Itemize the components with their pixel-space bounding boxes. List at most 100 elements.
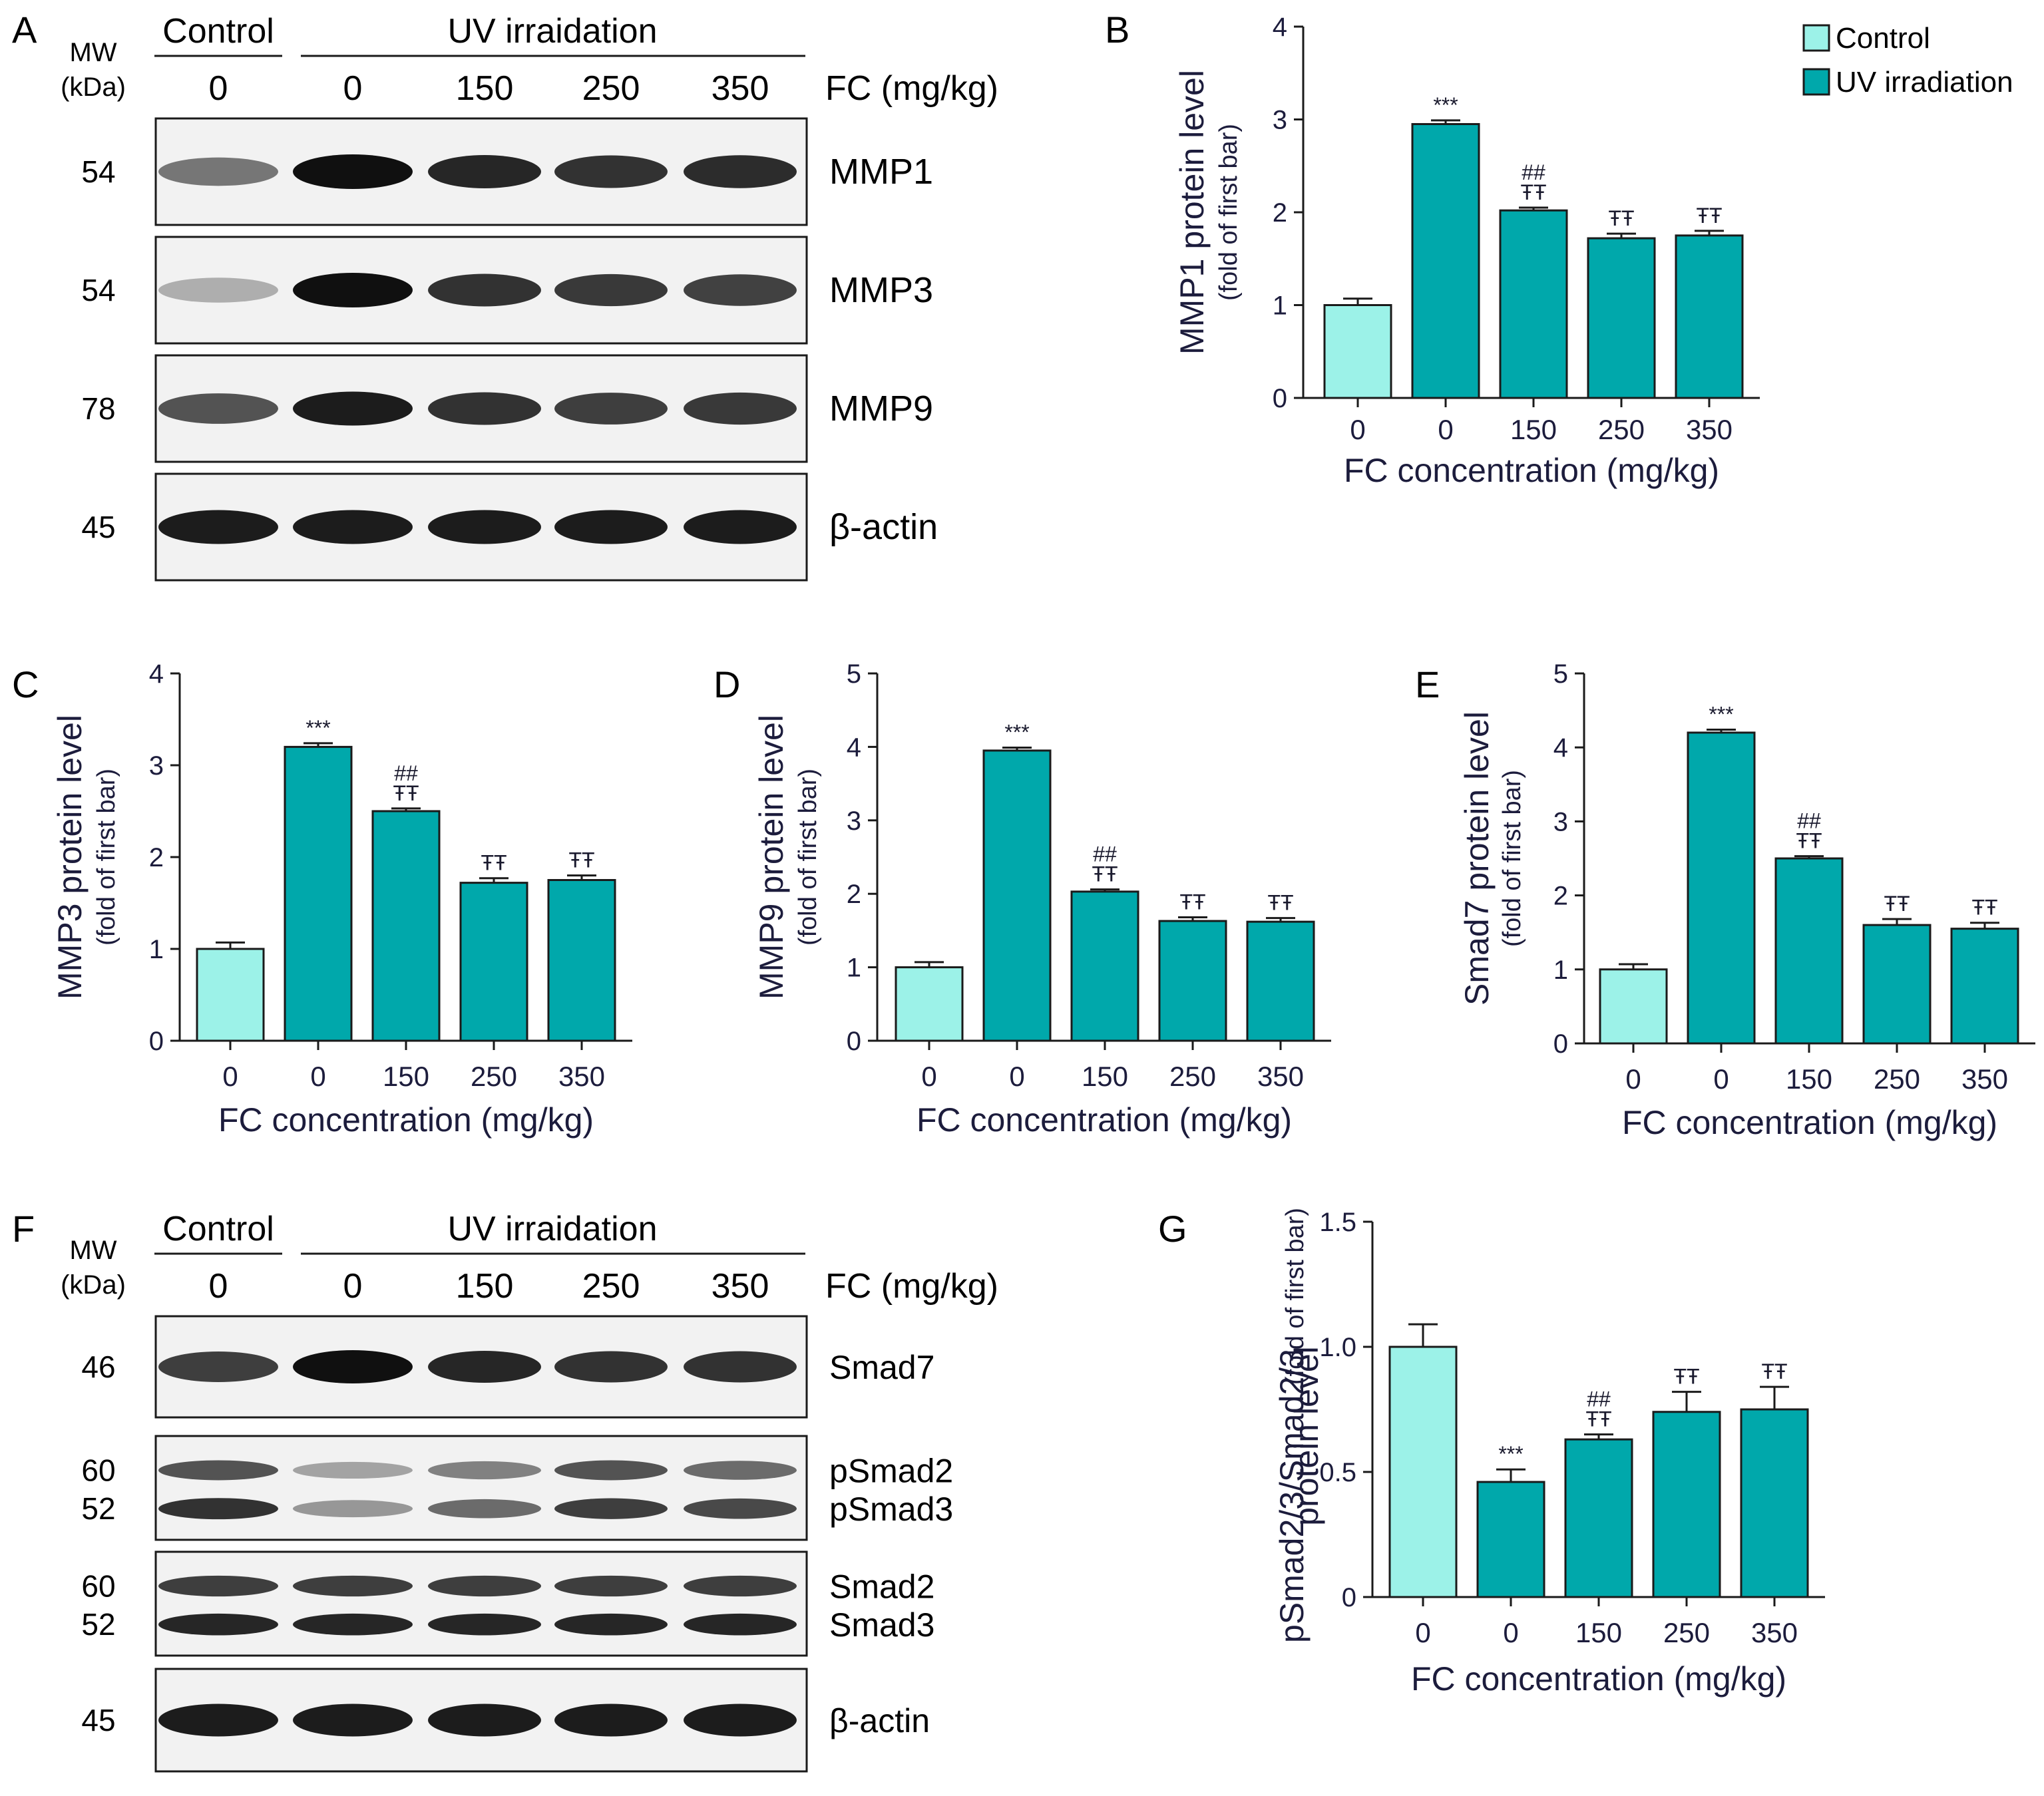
y-tick-label: 4 bbox=[149, 659, 164, 689]
blot-band bbox=[428, 392, 541, 425]
blot-protein-label: pSmad2 bbox=[829, 1452, 953, 1489]
bar bbox=[1411, 122, 1480, 399]
significance-mark: ŦŦ bbox=[1761, 1359, 1787, 1383]
blot-a-row: 54 MMP1 bbox=[81, 117, 933, 226]
blot-band bbox=[293, 391, 413, 426]
y-tick-label: 3 bbox=[1553, 807, 1568, 836]
bar bbox=[1862, 924, 1932, 1045]
significance-mark: *** bbox=[1709, 703, 1733, 727]
y-tick-label: 1 bbox=[149, 935, 164, 964]
blot-band bbox=[554, 1351, 668, 1383]
blot-protein-label: Smad3 bbox=[829, 1606, 934, 1644]
blot-band bbox=[554, 1498, 668, 1519]
significance-mark: ŦŦ bbox=[1673, 1365, 1699, 1389]
significance-mark: ŦŦ bbox=[1179, 890, 1205, 914]
blot-f-row: 45 β-actin bbox=[81, 1668, 930, 1773]
x-tick-label: 0 bbox=[1503, 1617, 1518, 1648]
dose-label: 0 bbox=[209, 69, 228, 108]
x-tick-label: 350 bbox=[1686, 414, 1733, 445]
significance-mark: ŦŦ bbox=[1971, 896, 1997, 920]
bar bbox=[1950, 928, 2019, 1045]
panel-letter-d: D bbox=[714, 663, 740, 705]
blot-a-uv-header: UV irraidation bbox=[447, 12, 657, 51]
dose-label: 250 bbox=[582, 1267, 640, 1306]
dose-label: 150 bbox=[456, 1267, 514, 1306]
blot-f-mw-title: MW bbox=[69, 1236, 116, 1265]
x-tick-label: 150 bbox=[1082, 1061, 1128, 1092]
y-axis-title: Smad7 protein level bbox=[1458, 711, 1496, 1005]
blot-a-row: 45 β-actin bbox=[81, 472, 938, 582]
dose-label: 250 bbox=[582, 69, 640, 108]
blot-mw-label: 60 bbox=[81, 1453, 115, 1487]
panel-letter-a: A bbox=[12, 9, 37, 51]
significance-mark: *** bbox=[1433, 93, 1458, 117]
blot-band bbox=[554, 155, 668, 188]
significance-mark: ŦŦ bbox=[1092, 862, 1118, 886]
significance-mark: ## bbox=[1797, 809, 1821, 833]
blot-a-rows: 54 MMP1 54 MMP3 78 MMP9 45 β-actin bbox=[81, 117, 938, 582]
blot-band bbox=[428, 1461, 541, 1480]
blot-band bbox=[428, 155, 541, 188]
y-axis-title: MMP1 protein level bbox=[1173, 70, 1211, 355]
y-axis-title: MMP3 protein level bbox=[51, 715, 89, 999]
blot-band bbox=[293, 1704, 413, 1737]
blot-band bbox=[428, 1704, 541, 1737]
blot-band bbox=[684, 392, 797, 425]
blot-mw-label: 45 bbox=[81, 510, 115, 544]
dose-label: 0 bbox=[343, 1267, 363, 1306]
x-tick-label: 250 bbox=[1169, 1061, 1216, 1092]
y-tick-label: 3 bbox=[149, 751, 164, 781]
y-tick-label: 0 bbox=[149, 1027, 164, 1056]
blot-band bbox=[158, 1460, 278, 1481]
x-tick-label: 0 bbox=[1438, 414, 1453, 445]
y-tick-label: 0.5 bbox=[1319, 1458, 1356, 1487]
bar bbox=[1687, 731, 1756, 1045]
significance-mark: ## bbox=[1522, 160, 1545, 184]
x-axis-title: FC concentration (mg/kg) bbox=[218, 1101, 594, 1139]
x-tick-label: 0 bbox=[1415, 1617, 1430, 1648]
bar bbox=[547, 879, 616, 1042]
bar bbox=[1070, 890, 1139, 1042]
y-tick-label: 3 bbox=[847, 807, 861, 836]
x-tick-label: 350 bbox=[558, 1061, 605, 1092]
blot-mw-label: 54 bbox=[81, 273, 115, 307]
significance-mark: *** bbox=[1004, 721, 1029, 745]
bar bbox=[1158, 920, 1227, 1042]
y-axis-subtitle: (fold of first bar) bbox=[1281, 1208, 1309, 1385]
blot-band bbox=[684, 274, 797, 306]
y-tick-label: 2 bbox=[847, 880, 861, 909]
bar bbox=[1476, 1481, 1545, 1598]
y-tick-label: 1 bbox=[1273, 291, 1287, 321]
blot-f-row: 60 Smad2 52 Smad3 bbox=[81, 1550, 934, 1657]
x-tick-label: 0 bbox=[222, 1061, 238, 1092]
blot-band bbox=[684, 1461, 797, 1480]
chart-panel-g: 00.51.01.50 0***150ŦŦ##250ŦŦ350ŦŦpSmad2/3… bbox=[1273, 1208, 1825, 1698]
significance-mark: ## bbox=[394, 761, 418, 785]
y-tick-label: 4 bbox=[847, 733, 861, 762]
blot-band bbox=[293, 510, 413, 544]
blot-band bbox=[428, 1351, 541, 1383]
blot-f-fc-label: FC (mg/kg) bbox=[825, 1267, 998, 1306]
blot-band bbox=[428, 1575, 541, 1597]
blot-band bbox=[554, 1613, 668, 1636]
bar bbox=[196, 948, 265, 1042]
blot-a-dose-labels: 0 0 150 250 350 bbox=[209, 69, 769, 108]
blot-a-control-header: Control bbox=[162, 12, 274, 51]
blot-f-mw-unit: (kDa) bbox=[61, 1270, 126, 1300]
bar bbox=[1499, 209, 1568, 399]
blot-a-row: 78 MMP9 bbox=[81, 354, 933, 463]
blot-band bbox=[684, 155, 797, 188]
blot-band bbox=[158, 393, 278, 424]
y-tick-label: 1.5 bbox=[1319, 1208, 1356, 1237]
panel-letter-c: C bbox=[12, 663, 39, 705]
dose-label: 350 bbox=[712, 1267, 769, 1306]
bar bbox=[1740, 1408, 1809, 1598]
significance-mark: ## bbox=[1587, 1387, 1611, 1411]
y-axis-subtitle: (fold of first bar) bbox=[1498, 770, 1526, 947]
y-tick-label: 1.0 bbox=[1319, 1333, 1356, 1362]
significance-mark: ŦŦ bbox=[481, 851, 507, 875]
x-tick-label: 350 bbox=[1751, 1617, 1798, 1648]
blot-band bbox=[554, 1704, 668, 1737]
